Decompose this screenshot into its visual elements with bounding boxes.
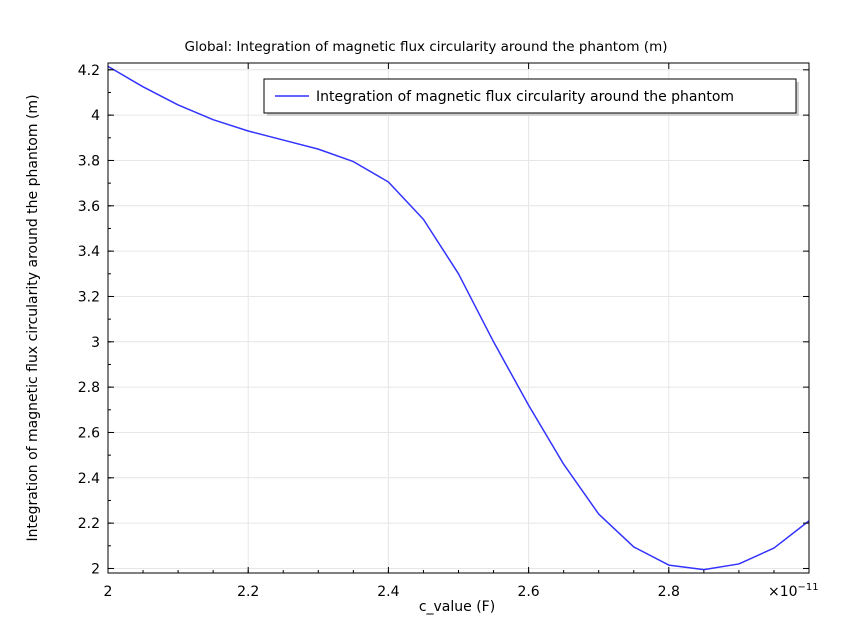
y-tick-label: 3.4 — [78, 244, 100, 260]
y-tick-label: 4.2 — [78, 63, 100, 79]
y-tick-label: 2 — [91, 561, 100, 577]
x-axis-multiplier-base: ×10 — [768, 584, 798, 600]
x-axis-multiplier: ×10−11 — [768, 582, 819, 600]
axis-ticks: 2 2.2 2.4 2.6 2.8 2 2.2 2.4 2.6 2.8 3 3.2 3.4 3.6 3.8 4… — [78, 63, 810, 600]
grid-lines — [107, 63, 809, 573]
y-tick-label: 2.4 — [78, 471, 100, 487]
legend: Integration of magnetic flux circularity… — [263, 78, 799, 116]
y-tick-label: 3.2 — [78, 289, 100, 305]
x-tick-label: 2.2 — [237, 584, 259, 600]
y-tick-label: 3 — [91, 335, 100, 351]
series-line — [107, 65, 810, 571]
x-tick-label: 2.6 — [517, 584, 539, 600]
x-axis-label: c_value (F) — [419, 599, 495, 615]
chart-title: Global: Integration of magnetic flux cir… — [185, 39, 668, 55]
y-tick-label: 2.8 — [78, 380, 100, 396]
y-tick-label: 4 — [91, 108, 100, 124]
x-tick-label: 2.8 — [658, 584, 680, 600]
y-axis-label: Integration of magnetic flux circularity… — [25, 94, 41, 541]
y-tick-label: 2.6 — [78, 425, 100, 441]
x-tick-label: 2.4 — [377, 584, 399, 600]
legend-entry-label: Integration of magnetic flux circularity… — [316, 89, 734, 105]
x-axis-multiplier-exponent: −11 — [798, 582, 819, 593]
y-tick-label: 3.8 — [78, 153, 100, 169]
y-tick-label: 2.2 — [78, 516, 100, 532]
x-tick-label: 2 — [104, 584, 113, 600]
legend-box — [263, 78, 797, 114]
y-tick-label: 3.6 — [78, 199, 100, 215]
series-layer — [107, 65, 810, 571]
